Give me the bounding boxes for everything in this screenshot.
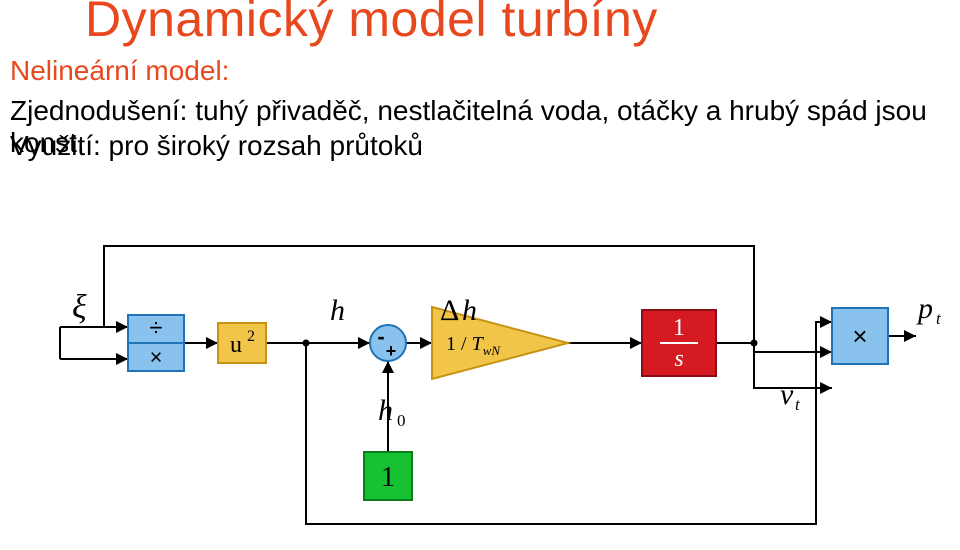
svg-text:÷: ÷ (149, 315, 162, 342)
svg-text:1: 1 (673, 315, 685, 341)
page: Dynamický model turbíny Nelineární model… (0, 0, 960, 550)
svg-text:Δ: Δ (440, 294, 459, 327)
svg-text:×: × (150, 344, 163, 369)
svg-text:v: v (780, 378, 794, 411)
svg-text:2: 2 (247, 328, 255, 345)
svg-text:h: h (330, 294, 345, 327)
svg-text:h: h (462, 294, 477, 327)
svg-text:0: 0 (397, 411, 406, 430)
svg-text:×: × (852, 321, 867, 351)
svg-text:+: + (386, 341, 397, 361)
svg-text:s: s (674, 346, 683, 372)
svg-text:p: p (916, 292, 933, 325)
svg-text:t: t (936, 309, 942, 328)
svg-text:ξ: ξ (72, 289, 87, 326)
svg-text:-: - (377, 324, 384, 349)
svg-text:h: h (378, 394, 393, 427)
svg-text:u: u (230, 332, 242, 358)
svg-text:1: 1 (381, 462, 395, 493)
block-diagram: ÷×u2-+1 / TwN1s×1 ξhΔhh0vtpt (0, 0, 960, 550)
svg-text:t: t (795, 395, 801, 414)
